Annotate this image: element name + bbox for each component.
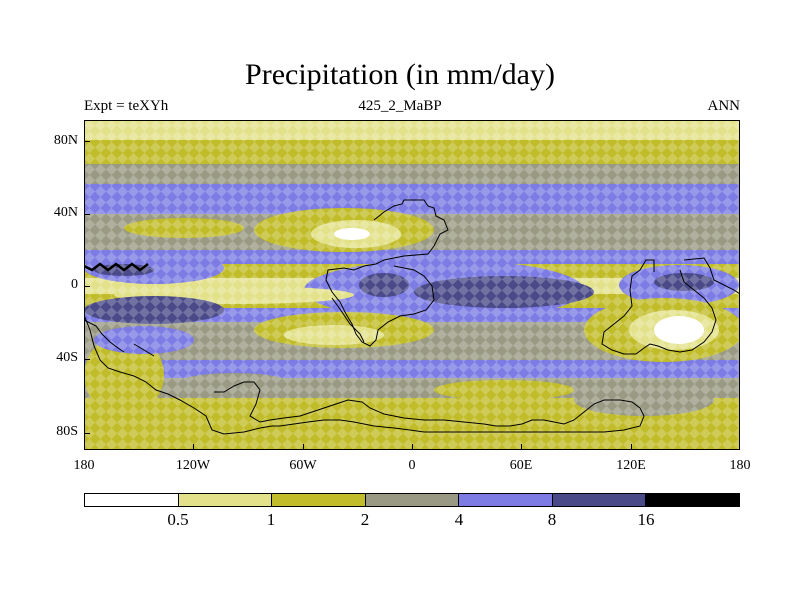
figure-title: Precipitation (in mm/day) <box>245 58 555 91</box>
colorbar-segment <box>85 494 179 506</box>
lat-tick-40n: 40N <box>53 205 78 220</box>
colorbar-label: 1 <box>266 510 276 529</box>
lon-tick-60w: 60W <box>289 458 317 473</box>
colorbar <box>84 493 740 507</box>
colorbar-segment <box>272 494 366 506</box>
season-label: ANN <box>707 98 741 114</box>
precipitation-map <box>84 120 740 450</box>
colorbar-segment <box>459 494 553 506</box>
lon-tick-60e: 60E <box>509 458 533 473</box>
lat-tick-80n: 80N <box>53 133 78 148</box>
colorbar-label: 16 <box>637 510 655 529</box>
colorbar-label: 8 <box>547 510 557 529</box>
lat-tickmark <box>84 433 90 434</box>
lon-tick-180e: 180 <box>729 458 751 473</box>
lon-tick-120e: 120E <box>616 458 646 473</box>
lon-tickmark <box>631 444 632 450</box>
colorbar-segment <box>552 494 647 506</box>
colorbar-segment <box>365 494 460 506</box>
lat-tickmark <box>84 214 90 215</box>
lon-tick-180w: 180 <box>73 458 95 473</box>
lon-tickmark <box>193 444 194 450</box>
lat-tickmark <box>84 286 90 287</box>
lat-tick-40s: 40S <box>56 350 78 365</box>
period-label: 425_2_MaBP <box>358 98 442 114</box>
experiment-label: Expt = teXYh <box>84 98 169 114</box>
colorbar-label: 4 <box>454 510 464 529</box>
lon-tickmark <box>303 444 304 450</box>
colorbar-segment <box>646 494 740 506</box>
lon-tickmark <box>412 444 413 450</box>
lon-tick-120w: 120W <box>175 458 211 473</box>
lat-tickmark <box>84 141 90 142</box>
lon-tick-0: 0 <box>408 458 416 473</box>
colorbar-label: 2 <box>360 510 370 529</box>
colorbar-segment <box>178 494 273 506</box>
colorbar-label: 0.5 <box>167 510 189 529</box>
lat-tick-eq: 0 <box>71 277 78 292</box>
lat-tick-80s: 80S <box>56 424 78 439</box>
lon-tickmark <box>521 444 522 450</box>
lat-tickmark <box>84 359 90 360</box>
